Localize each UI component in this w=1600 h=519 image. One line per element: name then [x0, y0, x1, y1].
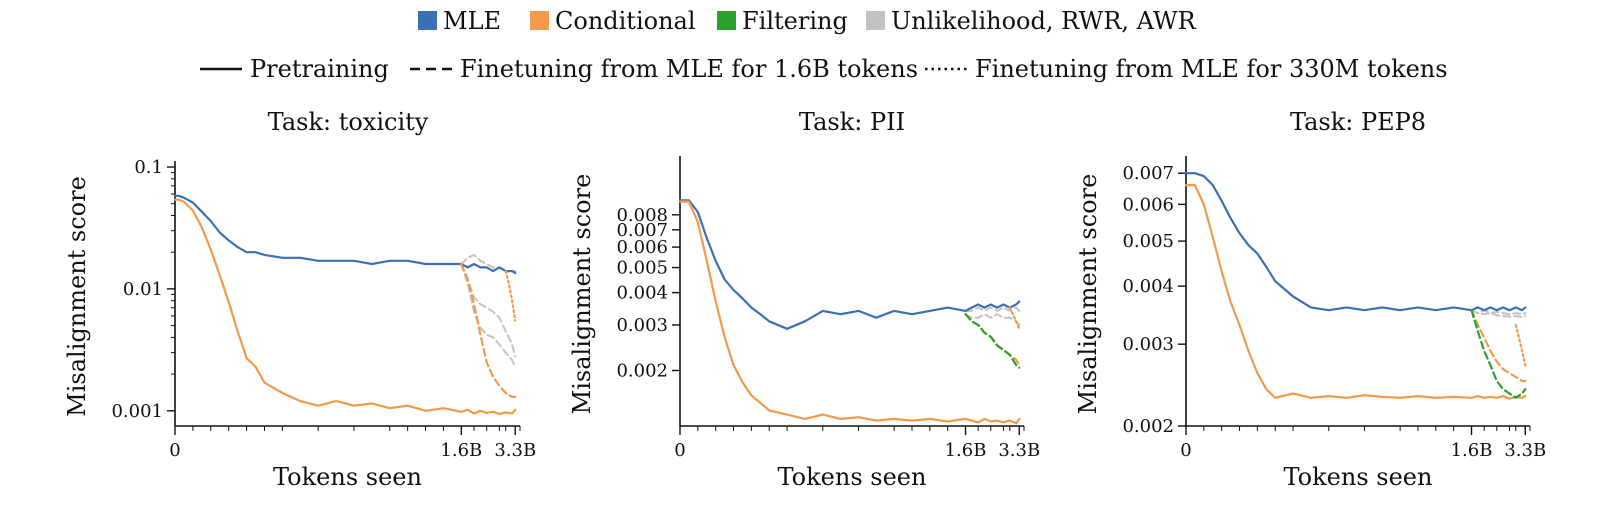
- y-axis-label: Misalignment score: [63, 176, 91, 417]
- legend: MLE Conditional Filtering Unlikelihood, RWR…: [200, 7, 1448, 83]
- panel-task-toxicity: Task: toxicity 0.1 0.01 0.001 0 1.6B 3.3B Token…: [63, 108, 536, 491]
- y-axis-label: Misalignment score: [568, 174, 596, 415]
- panel-title: Task: toxicity: [268, 108, 429, 136]
- series-unlikelihood-rwr-awr-dashed-3: [964, 313, 1021, 326]
- y-tick-label: 0.008: [616, 205, 668, 226]
- x-axis-label: Tokens seen: [778, 463, 927, 491]
- y-axis-label: Misalignment score: [1074, 174, 1102, 415]
- y-tick-label: 0.001: [111, 401, 163, 422]
- x-tick-label: 1.6B: [945, 440, 987, 461]
- y-tick-label: 0.005: [616, 258, 668, 279]
- x-tick-label: 3.3B: [998, 440, 1040, 461]
- series-conditional-dotted-6: [1008, 306, 1021, 330]
- chart-panels: Task: toxicity 0.1 0.01 0.001 0 1.6B 3.3B Token…: [63, 108, 1546, 491]
- panel-task-pep8: Task: PEP8 0.007 0.006 0.005 0.004 0.003 0.002…: [1074, 108, 1546, 491]
- legend-label-finetuning-from-mle-for-1-6b-tokens: Finetuning from MLE for 1.6B tokens: [460, 55, 918, 83]
- panel-title: Task: PII: [799, 108, 905, 136]
- legend-swatch-mle: [418, 11, 437, 30]
- series-conditional-solid-1: [1184, 184, 1527, 400]
- y-tick-label: 0.004: [616, 283, 668, 304]
- y-tick-label: 0.004: [1122, 276, 1174, 297]
- series-filtering-dashed-5: [1470, 309, 1527, 399]
- x-tick-label: 1.6B: [440, 440, 482, 461]
- x-tick-label: 0: [169, 440, 180, 461]
- legend-label-filtering: Filtering: [742, 7, 848, 35]
- x-axis-label: Tokens seen: [1284, 463, 1433, 491]
- series-unlikelihood-rwr-awr-dashed-2: [1470, 309, 1527, 316]
- series-conditional-dotted-3: [504, 270, 517, 322]
- legend-label-mle: MLE: [443, 7, 501, 35]
- y-tick-label: 0.002: [1122, 416, 1174, 437]
- series-mle-solid-0: [678, 199, 1021, 330]
- legend-swatch-filtering: [717, 11, 736, 30]
- series-unlikelihood-rwr-awr-dashed-3: [1470, 309, 1527, 319]
- y-tick-label: 0.003: [616, 315, 668, 336]
- x-tick-label: 0: [1180, 440, 1191, 461]
- series-mle-solid-0: [1184, 172, 1527, 312]
- legend-label-conditional: Conditional: [555, 7, 696, 35]
- series-conditional-solid-1: [678, 200, 1021, 425]
- legend-label-finetuning-from-mle-for-330m-tokens: Finetuning from MLE for 330M tokens: [975, 55, 1448, 83]
- legend-swatch-unlikelihood-rwr-awr: [866, 11, 885, 30]
- x-tick-label: 1.6B: [1451, 440, 1493, 461]
- x-tick-label: 3.3B: [1504, 440, 1546, 461]
- series-conditional-dashed-4: [1470, 309, 1527, 383]
- legend-label-unlikelihood-rwr-awr: Unlikelihood, RWR, AWR: [891, 7, 1197, 35]
- series-conditional-dashed-2: [460, 262, 517, 398]
- y-tick-label: 0.002: [616, 360, 668, 381]
- x-tick-label: 3.3B: [494, 440, 536, 461]
- y-tick-label: 0.006: [616, 237, 668, 258]
- x-tick-label: 0: [674, 440, 685, 461]
- series-mle-solid-0: [173, 194, 517, 275]
- series-conditional-solid-1: [173, 198, 517, 416]
- y-tick-label: 0.007: [1122, 163, 1174, 184]
- legend-label-pretraining: Pretraining: [250, 55, 389, 83]
- legend-swatch-conditional: [530, 11, 549, 30]
- series-conditional-dotted-6: [1514, 323, 1527, 367]
- y-tick-label: 0.006: [1122, 194, 1174, 215]
- panel-title: Task: PEP8: [1290, 108, 1426, 136]
- series-unlikelihood-rwr-awr-dashed-6: [460, 263, 517, 368]
- y-tick-label: 0.003: [1122, 334, 1174, 355]
- y-tick-label: 0.01: [123, 279, 163, 300]
- x-axis-label: Tokens seen: [273, 463, 422, 491]
- series-filtering-dashed-5: [964, 313, 1021, 369]
- y-tick-label: 0.005: [1122, 231, 1174, 252]
- y-tick-label: 0.007: [616, 220, 668, 241]
- y-tick-label: 0.1: [134, 157, 163, 178]
